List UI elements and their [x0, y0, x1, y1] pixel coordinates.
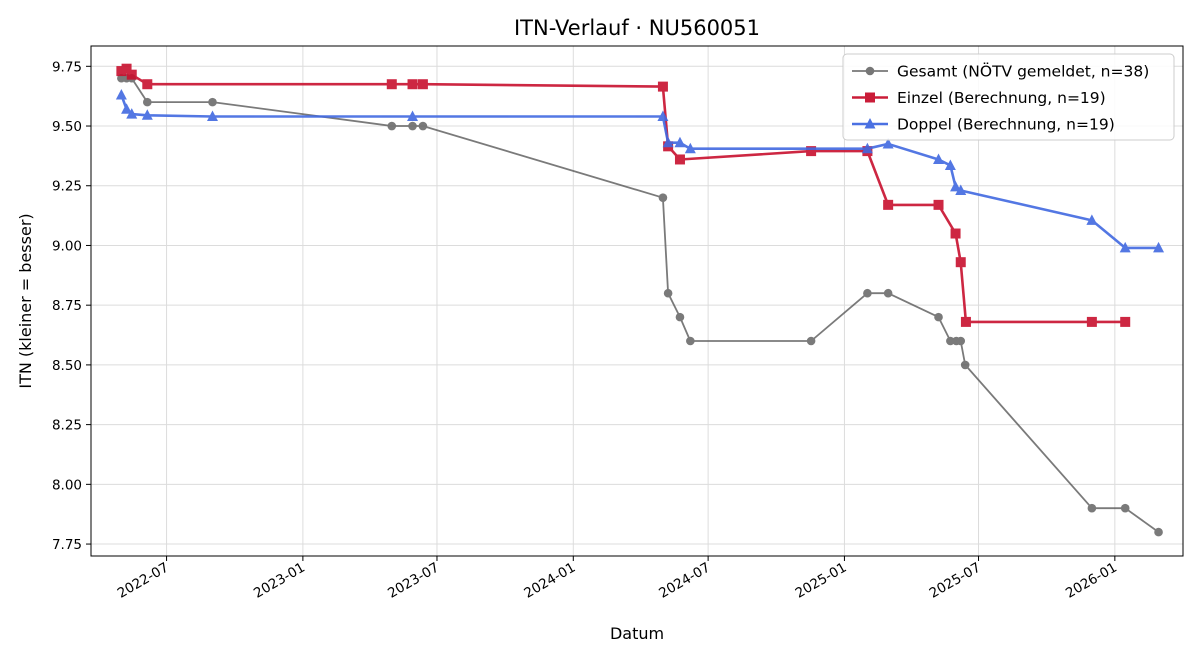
legend-box	[842, 53, 1175, 141]
legend-marker	[864, 118, 876, 129]
data-point-gesamt	[408, 121, 417, 131]
data-point-gesamt	[1120, 503, 1130, 513]
legend: Gesamt (NÖTV gemeldet, n=38) Einzel (Bere…	[842, 53, 1175, 141]
data-point-doppel	[1086, 214, 1098, 225]
data-point-gesamt	[956, 336, 966, 346]
y-tick-label: 8.75	[52, 298, 82, 314]
chart-title: ITN-Verlauf · NU560051	[514, 16, 760, 40]
legend-entry-einzel	[852, 92, 888, 103]
x-axis-title: Datum	[610, 624, 664, 643]
data-point-gesamt	[863, 288, 872, 298]
data-point-doppel	[882, 137, 894, 149]
data-point-einzel	[955, 257, 966, 268]
data-point-einzel	[1120, 316, 1131, 327]
data-point-einzel	[657, 81, 668, 92]
data-point-doppel	[115, 88, 127, 100]
data-point-gesamt	[960, 360, 970, 370]
data-point-gesamt	[1154, 527, 1163, 537]
data-point-doppel	[407, 110, 419, 121]
data-point-gesamt	[418, 121, 428, 131]
data-point-einzel	[674, 154, 685, 165]
data-point-doppel	[662, 136, 674, 148]
data-point-einzel	[933, 199, 944, 210]
data-point-gesamt	[143, 97, 152, 107]
legend-marker	[865, 66, 875, 76]
data-point-gesamt	[883, 288, 893, 298]
series-layer	[115, 63, 1165, 537]
y-tick-label: 7.75	[52, 537, 82, 553]
data-point-doppel	[141, 109, 153, 120]
legend-entry-gesamt	[852, 66, 888, 76]
data-point-einzel	[883, 199, 894, 210]
y-tick-label: 9.00	[52, 238, 82, 254]
data-point-einzel	[1086, 316, 1097, 327]
plot-frame	[90, 45, 1184, 557]
data-point-doppel	[126, 108, 138, 119]
y-tick-label: 8.50	[52, 358, 82, 374]
legend-label: Einzel (Berechnung, n=19)	[897, 89, 1106, 107]
data-point-einzel	[417, 79, 428, 90]
data-point-einzel	[386, 79, 397, 90]
data-point-doppel	[955, 184, 967, 196]
data-point-gesamt	[1087, 503, 1097, 513]
y-tick-label: 9.25	[52, 179, 82, 195]
data-point-doppel	[933, 153, 945, 164]
legend-entry-doppel	[852, 118, 888, 129]
data-point-doppel	[1119, 241, 1131, 253]
legend-label: Gesamt (NÖTV gemeldet, n=38)	[897, 62, 1149, 81]
data-point-einzel	[407, 79, 418, 90]
data-point-gesamt	[663, 288, 673, 298]
data-point-gesamt	[946, 336, 955, 346]
data-point-gesamt	[806, 336, 816, 346]
data-point-doppel	[684, 142, 696, 154]
data-point-gesamt	[686, 336, 695, 346]
data-point-gesamt	[658, 193, 668, 202]
data-point-einzel	[126, 69, 137, 80]
data-point-doppel	[121, 103, 133, 114]
legend-marker	[865, 92, 875, 103]
y-axis-title: ITN (kleiner = besser)	[16, 213, 35, 388]
y-tick-label: 8.00	[52, 477, 82, 493]
data-point-einzel	[960, 316, 971, 327]
data-point-gesamt	[387, 121, 397, 131]
data-point-doppel	[1153, 241, 1165, 253]
data-point-doppel	[861, 142, 873, 154]
legend-label: Doppel (Berechnung, n=19)	[897, 116, 1115, 134]
data-point-einzel	[121, 63, 132, 74]
y-tick-label: 9.75	[52, 59, 82, 75]
grid	[91, 46, 1183, 556]
data-point-gesamt	[208, 97, 217, 107]
data-point-gesamt	[934, 312, 943, 322]
data-point-gesamt	[675, 312, 685, 322]
data-point-doppel	[950, 180, 962, 192]
data-point-doppel	[674, 136, 686, 148]
data-point-einzel	[950, 228, 961, 239]
data-point-doppel	[944, 159, 956, 170]
data-point-doppel	[657, 110, 669, 121]
y-tick-label: 8.25	[52, 418, 82, 434]
data-point-doppel	[206, 110, 218, 121]
series-doppel	[115, 88, 1165, 253]
data-point-einzel	[116, 66, 127, 77]
y-tick-label: 9.50	[52, 119, 82, 135]
data-point-einzel	[806, 146, 817, 157]
data-point-einzel	[142, 79, 153, 90]
